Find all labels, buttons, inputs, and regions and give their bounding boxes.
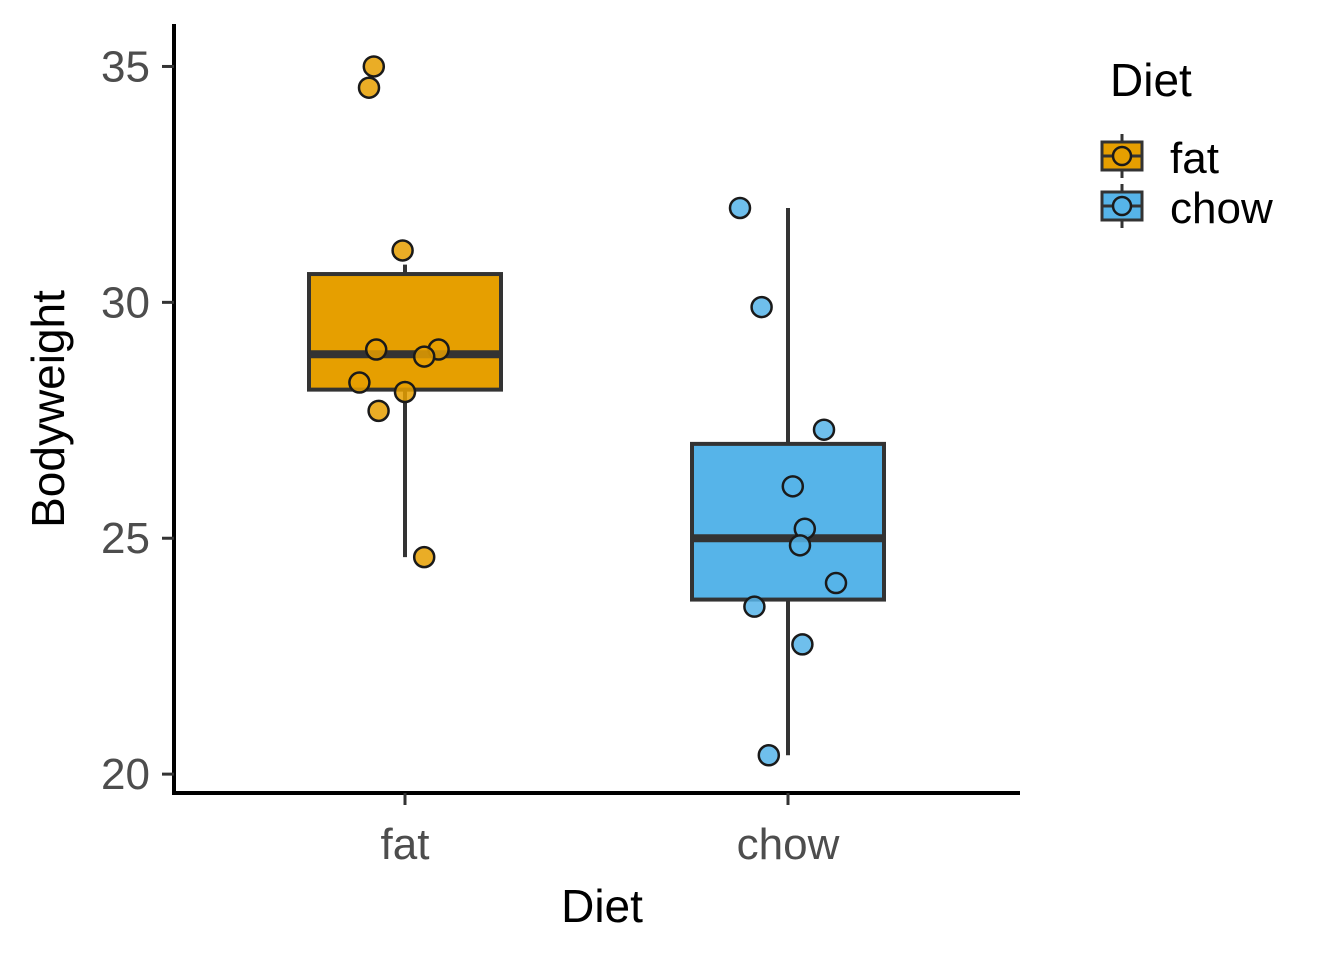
legend-key-point-chow bbox=[1111, 195, 1133, 217]
y-tick-label-35: 35 bbox=[101, 42, 150, 91]
data-point-chow-17 bbox=[743, 595, 766, 618]
data-point-chow-18 bbox=[791, 633, 814, 656]
data-point-chow-15 bbox=[788, 534, 812, 557]
x-tick-label-fat: fat bbox=[381, 820, 430, 869]
data-point-fat-6 bbox=[348, 371, 371, 394]
data-point-fat-7 bbox=[393, 380, 417, 404]
x-axis-title: Diet bbox=[561, 880, 643, 932]
y-tick-label-25: 25 bbox=[101, 514, 150, 563]
data-point-fat-2 bbox=[391, 239, 414, 262]
data-point-chow-16 bbox=[824, 571, 848, 595]
y-tick-label-20: 20 bbox=[101, 750, 150, 799]
data-point-chow-12 bbox=[812, 418, 836, 441]
data-point-chow-13 bbox=[781, 475, 805, 498]
box-fat bbox=[307, 272, 503, 392]
x-tick-label-chow: chow bbox=[737, 820, 840, 869]
legend-label-fat: fat bbox=[1170, 134, 1219, 183]
box-chow bbox=[690, 441, 886, 602]
legend-key-point-fat bbox=[1111, 145, 1133, 167]
y-axis-title: Bodyweight bbox=[22, 290, 74, 528]
data-point-fat-8 bbox=[367, 399, 390, 423]
data-point-chow-10 bbox=[728, 196, 752, 220]
data-point-fat-0 bbox=[362, 55, 386, 78]
data-point-chow-11 bbox=[750, 295, 773, 319]
data-point-fat-9 bbox=[412, 545, 436, 569]
plot-area bbox=[307, 55, 886, 767]
data-point-fat-3 bbox=[364, 338, 388, 361]
y-tick-label-30: 30 bbox=[101, 278, 150, 327]
legend-title: Diet bbox=[1110, 54, 1192, 106]
data-point-chow-19 bbox=[757, 744, 781, 767]
legend: Diet fat chow bbox=[1100, 54, 1273, 233]
data-point-fat-1 bbox=[357, 76, 381, 99]
data-point-fat-5 bbox=[412, 345, 436, 368]
axes: 20 25 30 35 fat chow bbox=[101, 24, 1020, 869]
legend-label-chow: chow bbox=[1170, 184, 1273, 233]
